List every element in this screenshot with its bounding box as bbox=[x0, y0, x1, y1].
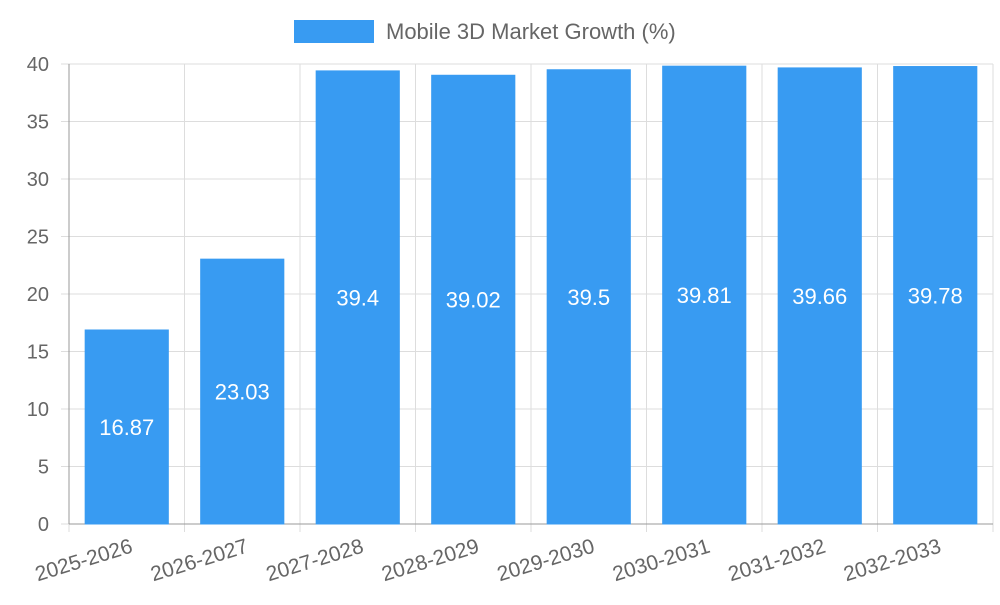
bar bbox=[893, 66, 978, 525]
data-label: 39.78 bbox=[908, 283, 963, 308]
data-label: 39.4 bbox=[336, 285, 379, 310]
y-tick-label: 0 bbox=[38, 514, 49, 536]
x-tick-labels: 2025-2026 2026-2027 2027-2028 2028-2029 2029… bbox=[32, 535, 943, 586]
x-tick-label: 2026-2027 bbox=[148, 535, 251, 586]
bar bbox=[662, 65, 747, 525]
x-tick-label: 2027-2028 bbox=[263, 535, 366, 586]
x-tick-label: 2029-2030 bbox=[494, 535, 597, 586]
x-tick-label: 2031-2032 bbox=[725, 535, 828, 586]
data-label: 23.03 bbox=[215, 380, 270, 405]
x-tick-label: 2025-2026 bbox=[32, 535, 135, 586]
y-tick-label: 25 bbox=[27, 227, 49, 249]
legend-swatch[interactable] bbox=[294, 20, 374, 43]
data-label: 39.81 bbox=[677, 283, 732, 308]
y-tick-label: 30 bbox=[27, 169, 49, 191]
bars bbox=[84, 65, 978, 525]
y-tick-label: 5 bbox=[38, 457, 49, 479]
grid-lines bbox=[61, 63, 994, 532]
data-label: 16.87 bbox=[99, 415, 154, 440]
bar bbox=[777, 67, 862, 525]
x-tick-label: 2030-2031 bbox=[610, 535, 713, 586]
y-tick-label: 40 bbox=[27, 54, 49, 76]
y-tick-label: 10 bbox=[27, 399, 49, 421]
y-tick-labels: 0 5 10 15 20 25 30 35 40 bbox=[27, 54, 49, 536]
data-label: 39.02 bbox=[446, 288, 501, 313]
y-tick-label: 20 bbox=[27, 284, 49, 306]
bar bbox=[431, 74, 516, 525]
bar bbox=[200, 258, 285, 525]
x-tick-label: 2028-2029 bbox=[379, 535, 482, 586]
bar bbox=[84, 329, 169, 525]
data-label: 39.5 bbox=[567, 285, 610, 310]
y-tick-label: 15 bbox=[27, 342, 49, 364]
data-label: 39.66 bbox=[792, 284, 847, 309]
bar bbox=[546, 69, 631, 525]
x-tick-label: 2032-2033 bbox=[841, 535, 944, 586]
bar bbox=[315, 70, 400, 525]
legend[interactable]: Mobile 3D Market Growth (%) bbox=[294, 19, 676, 44]
legend-label[interactable]: Mobile 3D Market Growth (%) bbox=[386, 19, 676, 44]
data-labels: 16.87 23.03 39.4 39.02 39.5 39.81 39.66 39.78 bbox=[99, 283, 963, 440]
y-tick-label: 35 bbox=[27, 112, 49, 134]
